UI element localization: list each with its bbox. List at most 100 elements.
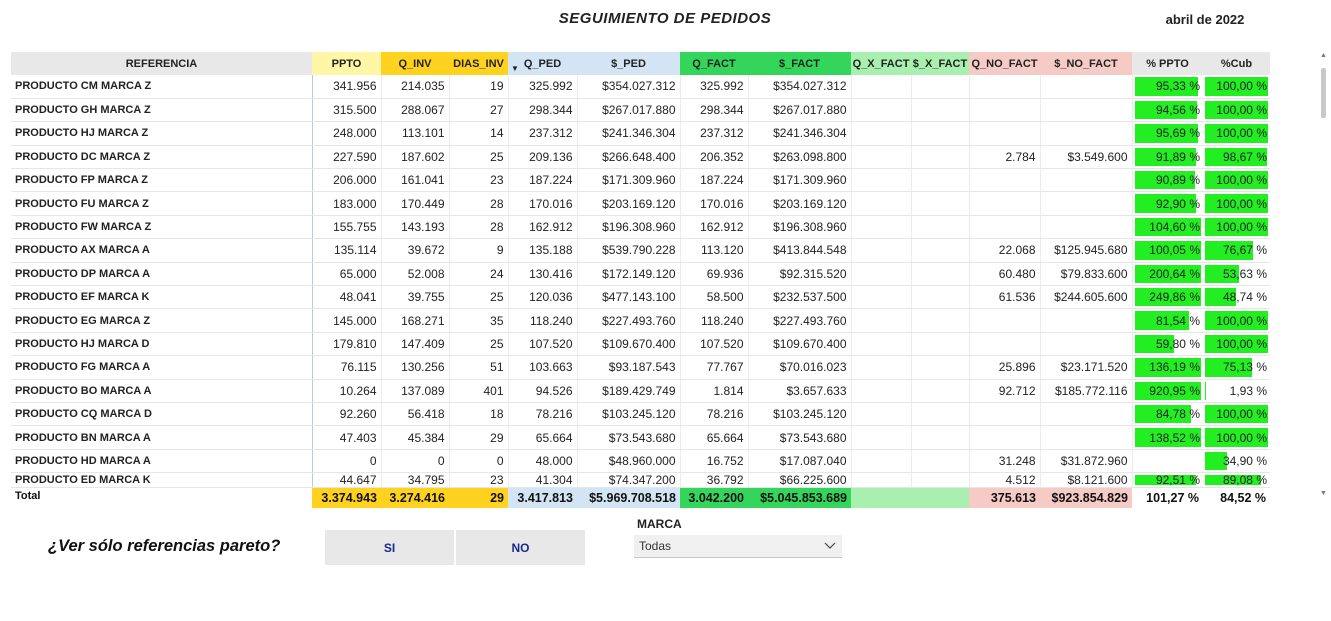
cell-s-fact: $109.670.400: [748, 332, 852, 357]
cell-pct-ppto: 138,52 %: [1132, 425, 1203, 450]
table-row[interactable]: PRODUCTO CM MARCA Z 341.956 214.035 19 325.9…: [11, 75, 1270, 99]
cell-q-no-fact: 61.536: [969, 285, 1041, 310]
cell-q-x-fact: [851, 285, 912, 310]
cell-pct-ppto-value: 249,86 %: [1149, 290, 1200, 305]
data-bar: [1205, 404, 1268, 424]
cell-pct-cub-value: 76,67 %: [1222, 243, 1267, 258]
total-q-x-fact: [851, 487, 911, 508]
orders-table: REFERENCIA PPTO Q_INV DIAS_INV ▼ Q_PED $_…: [11, 52, 1270, 508]
cell-s-fact: $413.844.548: [748, 238, 852, 263]
data-bar: [1134, 264, 1201, 284]
table-row[interactable]: PRODUCTO ED MARCA K 44.647 34.795 23 41.304 $…: [11, 472, 1270, 489]
cell-pct-ppto: 104,60 %: [1132, 215, 1203, 240]
col-header-dias-inv[interactable]: DIAS_INV: [449, 52, 508, 75]
table-row[interactable]: PRODUCTO HJ MARCA Z 248.000 113.101 14 237.3…: [11, 121, 1270, 146]
marca-label: MARCA: [637, 517, 682, 531]
cell-q-inv: 113.101: [381, 121, 450, 146]
col-header-pct-cub[interactable]: %Cub: [1203, 52, 1270, 75]
cell-pct-ppto-value: 100,05 %: [1149, 243, 1200, 258]
cell-q-x-fact: [851, 145, 912, 170]
cell-s-ped: $103.245.120: [577, 402, 681, 427]
col-header-pct-ppto[interactable]: % PPTO: [1132, 52, 1203, 75]
cell-pct-ppto: 920,95 %: [1132, 379, 1203, 403]
table-row[interactable]: PRODUCTO EF MARCA K 48.041 39.755 25 120.036…: [11, 285, 1270, 310]
cell-pct-cub-value: 89,08 %: [1222, 473, 1267, 488]
cell-pct-ppto-value: 91,89 %: [1155, 149, 1200, 164]
table-row[interactable]: PRODUCTO BO MARCA A 10.264 137.089 401 94.52…: [11, 379, 1270, 403]
cell-q-inv: 34.795: [381, 472, 450, 489]
table-row[interactable]: PRODUCTO FW MARCA Z 155.755 143.193 28 162.9…: [11, 215, 1270, 240]
cell-s-no-fact: $8.121.600: [1040, 472, 1133, 489]
cell-pct-cub: 100,00 %: [1203, 425, 1270, 450]
cell-pct-ppto: 90,89 %: [1132, 168, 1203, 193]
cell-pct-ppto-value: 136,19 %: [1149, 360, 1200, 375]
cell-s-no-fact: $31.872.960: [1040, 449, 1133, 474]
data-bar: [1205, 428, 1268, 447]
col-header-s-fact[interactable]: $_FACT: [748, 52, 851, 75]
cell-pct-cub-value: 100,00 %: [1216, 173, 1267, 188]
cell-q-fact: 36.792: [680, 472, 749, 489]
data-bar: [1205, 358, 1253, 377]
cell-s-no-fact: [1040, 121, 1133, 146]
table-row[interactable]: PRODUCTO FU MARCA Z 183.000 170.449 28 170.0…: [11, 191, 1270, 216]
cell-q-fact: 170.016: [680, 191, 749, 216]
cell-q-fact: 237.312: [680, 121, 749, 146]
cell-q-ped: 118.240: [508, 308, 578, 333]
cell-q-ped: 170.016: [508, 191, 578, 216]
table-row[interactable]: PRODUCTO GH MARCA Z 315.500 288.067 27 298.3…: [11, 98, 1270, 123]
table-row[interactable]: PRODUCTO HJ MARCA D 179.810 147.409 25 107.5…: [11, 332, 1270, 357]
cell-q-ped: 187.224: [508, 168, 578, 193]
col-header-referencia[interactable]: REFERENCIA: [11, 52, 312, 75]
col-header-ppto[interactable]: PPTO: [312, 52, 381, 75]
cell-pct-ppto-value: 92,90 %: [1155, 196, 1200, 211]
scrollbar-thumb[interactable]: [1321, 68, 1326, 118]
table-row[interactable]: PRODUCTO EG MARCA Z 145.000 168.271 35 118.2…: [11, 308, 1270, 333]
pareto-no-button[interactable]: NO: [456, 530, 585, 565]
cell-s-fact: $17.087.040: [748, 449, 852, 474]
cell-q-ped: 107.520: [508, 332, 578, 357]
cell-q-ped: 298.344: [508, 98, 578, 123]
cell-q-ped: 162.912: [508, 215, 578, 240]
scroll-up-icon[interactable]: ▲: [1320, 52, 1327, 59]
cell-s-x-fact: [911, 332, 970, 357]
col-header-q-fact[interactable]: Q_FACT: [680, 52, 748, 75]
cell-q-x-fact: [851, 355, 912, 380]
table-row[interactable]: PRODUCTO FG MARCA A 76.115 130.256 51 103.66…: [11, 355, 1270, 380]
cell-pct-cub-value: 53,63 %: [1222, 266, 1267, 281]
cell-q-no-fact: [969, 402, 1041, 427]
data-bar: [1134, 77, 1198, 96]
cell-ppto: 65.000: [312, 262, 382, 287]
cell-pct-ppto: 95,33 %: [1132, 75, 1203, 99]
cell-pct-cub: 48,74 %: [1203, 285, 1270, 310]
col-header-q-no-fact[interactable]: Q_NO_FACT: [969, 52, 1040, 75]
cell-s-x-fact: [911, 75, 970, 99]
data-bar: [1205, 194, 1268, 213]
cell-dias-inv: 0: [449, 449, 509, 474]
cell-referencia: PRODUCTO FG MARCA A: [11, 355, 313, 380]
col-header-q-inv[interactable]: Q_INV: [381, 52, 449, 75]
table-row[interactable]: PRODUCTO FP MARCA Z 206.000 161.041 23 187.2…: [11, 168, 1270, 193]
cell-ppto: 44.647: [312, 472, 382, 489]
table-row[interactable]: PRODUCTO DP MARCA A 65.000 52.008 24 130.416…: [11, 262, 1270, 287]
data-bar: [1134, 194, 1197, 213]
pareto-si-button[interactable]: SI: [325, 530, 454, 565]
col-header-s-x-fact[interactable]: $_X_FACT: [911, 52, 969, 75]
table-row[interactable]: PRODUCTO AX MARCA A 135.114 39.672 9 135.188…: [11, 238, 1270, 263]
col-header-q-ped[interactable]: ▼ Q_PED: [508, 52, 577, 75]
cell-q-fact: 113.120: [680, 238, 749, 263]
table-row[interactable]: PRODUCTO BN MARCA A 47.403 45.384 29 65.664 $…: [11, 425, 1270, 450]
sort-desc-icon: ▼: [511, 64, 519, 73]
table-row[interactable]: PRODUCTO HD MARCA A 0 0 0 48.000 $48.960.000 1…: [11, 449, 1270, 474]
scroll-down-icon[interactable]: ▼: [1320, 490, 1327, 497]
table-row[interactable]: PRODUCTO DC MARCA Z 227.590 187.602 25 209.1…: [11, 145, 1270, 170]
cell-s-no-fact: [1040, 402, 1133, 427]
col-header-q-x-fact[interactable]: Q_X_FACT: [851, 52, 911, 75]
col-header-s-ped[interactable]: $_PED: [577, 52, 680, 75]
table-row[interactable]: PRODUCTO CQ MARCA D 92.260 56.418 18 78.216 $…: [11, 402, 1270, 427]
data-bar: [1205, 451, 1227, 471]
col-header-s-no-fact[interactable]: $_NO_FACT: [1040, 52, 1132, 75]
cell-pct-cub: 100,00 %: [1203, 75, 1270, 99]
marca-dropdown[interactable]: Todas: [634, 535, 842, 558]
data-bar: [1205, 475, 1262, 486]
vertical-scrollbar[interactable]: [1318, 52, 1328, 502]
